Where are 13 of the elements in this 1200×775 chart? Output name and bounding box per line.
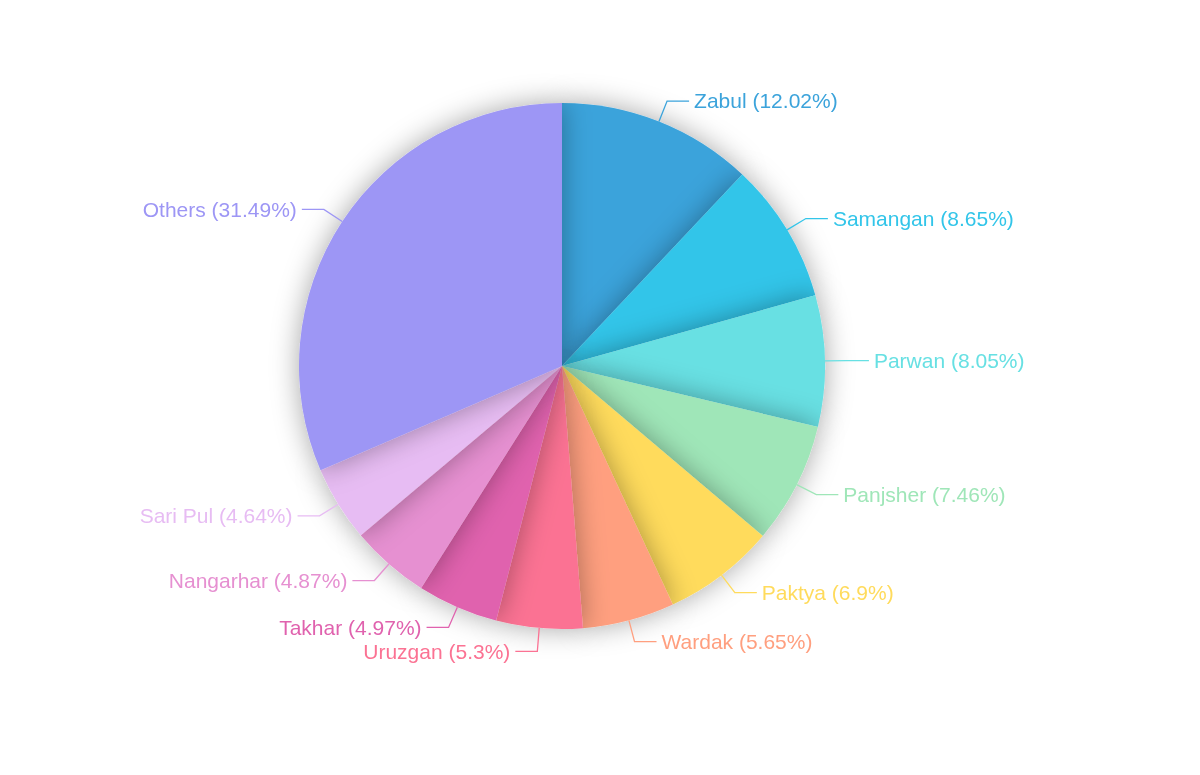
slice-label: Zabul (12.02%) [694,89,838,113]
pie-slice [299,103,562,471]
pie-slice [562,366,763,605]
slice-label: Samangan (8.65%) [832,206,1014,230]
slice-label: Parwan (8.05%) [873,348,1025,372]
slice-label: Sari Pul (4.64%) [139,504,293,528]
slice-label: Paktya (6.9%) [761,580,894,604]
slice-label: Others (31.49%) [142,197,297,221]
slice-label: Panjsher (7.46%) [843,482,1006,506]
slice-label: Uruzgan (5.3%) [363,639,511,663]
slice-label: Nangarhar (4.87%) [168,568,348,592]
slice-label: Takhar (4.97%) [279,615,422,639]
slice-label: Wardak (5.65%) [661,629,813,653]
